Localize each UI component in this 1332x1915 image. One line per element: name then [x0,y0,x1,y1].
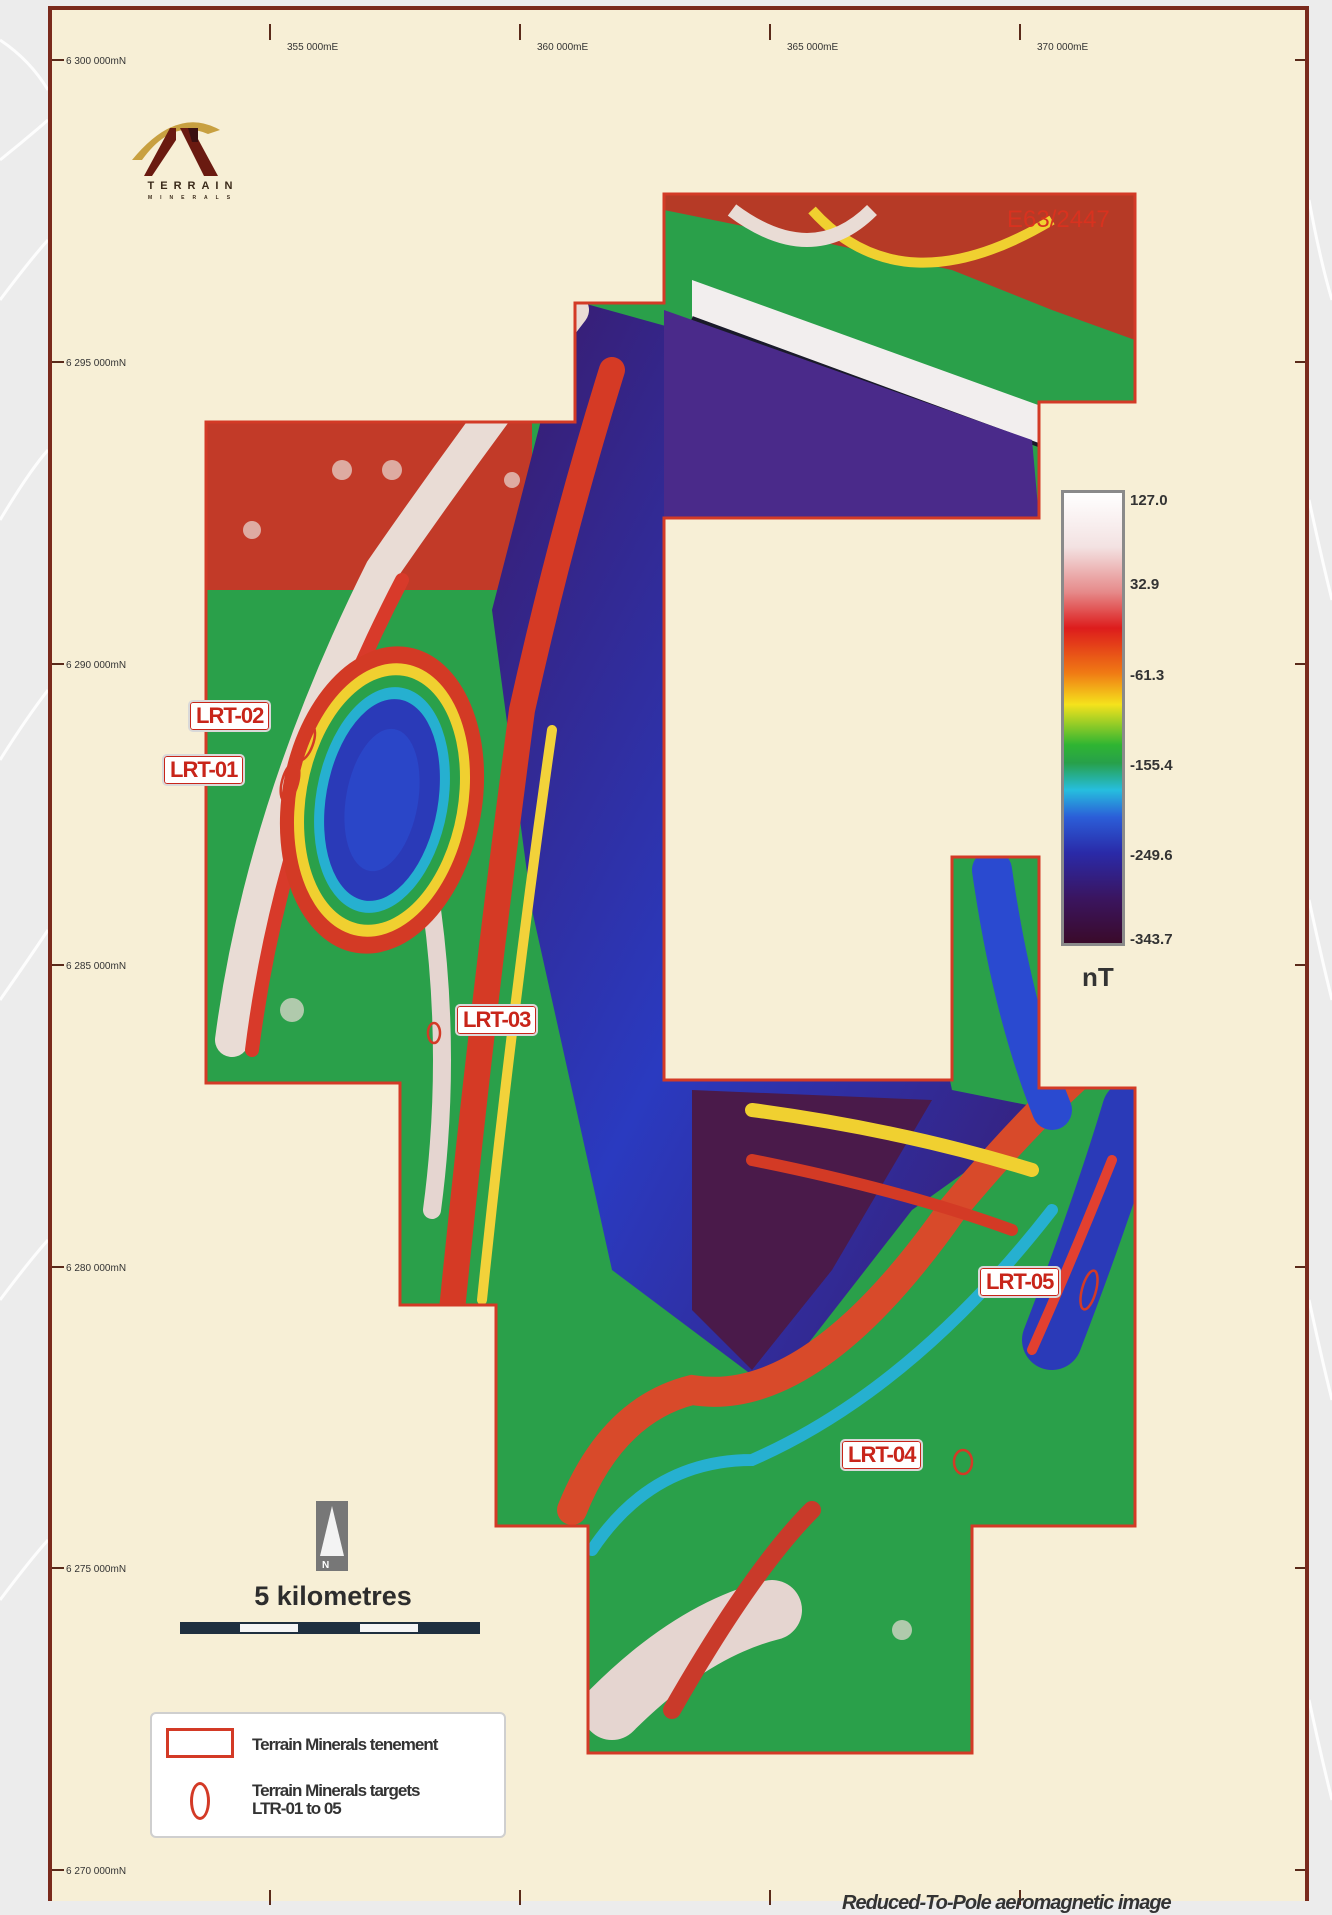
scale-label: 5 kilometres [254,1581,412,1611]
tenement-outline [204,192,1137,1755]
color-scale-bar [1061,490,1125,946]
color-scale-unit: nT [1082,962,1114,992]
target-oval-lrt-02[interactable] [293,724,318,763]
map-caption: Reduced-To-Pole aeromagnetic image [842,1892,1172,1914]
terrain-logo-icon [132,122,220,176]
target-oval-lrt-03[interactable] [426,1021,442,1045]
map-frame: 355 000mE 360 000mE 365 000mE 370 000mE … [48,6,1309,1914]
northing-label: 6 280 000mN [66,1263,126,1274]
target-oval-icon [190,1782,210,1820]
logo-name: TERRAIN [147,180,239,192]
target-label-lrt-05[interactable]: LRT-05 [978,1266,1062,1298]
legend-tenement-label: Terrain Minerals tenement [252,1735,438,1754]
north-arrow-icon: N [316,1501,348,1571]
target-label-lrt-02[interactable]: LRT-02 [188,700,272,732]
color-scale-tick: -155.4 [1130,757,1173,774]
target-oval-lrt-05[interactable] [1077,1269,1101,1311]
northing-label: 6 285 000mN [66,961,126,972]
logo-sub: MINERALS [147,195,239,201]
northing-label: 6 270 000mN [66,1866,126,1877]
easting-label: 360 000mE [537,42,588,53]
northing-label: 6 290 000mN [66,660,126,671]
tenement-swatch-icon [166,1728,234,1758]
legend: Terrain Minerals tenement Terrain Minera… [150,1712,506,1838]
target-label-lrt-04[interactable]: LRT-04 [840,1439,924,1471]
svg-text:N: N [322,1560,329,1571]
color-scale-tick: 32.9 [1130,576,1160,593]
legend-targets-label: Terrain Minerals targets [252,1781,420,1800]
color-scale-tick: -61.3 [1130,667,1165,684]
tenement-id-label: E63/2447 [1007,206,1110,233]
grid-ticks [52,24,1305,1905]
easting-label: 370 000mE [1037,42,1088,53]
target-label-lrt-01[interactable]: LRT-01 [162,754,246,786]
color-scale-tick: -249.6 [1130,847,1173,864]
target-label-lrt-03[interactable]: LRT-03 [455,1004,539,1036]
target-oval-lrt-04[interactable] [952,1448,974,1476]
target-oval-lrt-01[interactable] [277,761,303,804]
northing-label: 6 300 000mN [66,56,126,67]
color-scale-tick: 127.0 [1130,492,1168,509]
northing-label: 6 275 000mN [66,1564,126,1575]
easting-label: 365 000mE [787,42,838,53]
aeromagnetic-map: 355 000mE 360 000mE 365 000mE 370 000mE … [52,24,1305,1905]
color-scale-tick: -343.7 [1130,931,1173,948]
legend-targets-range: LTR-01 to 05 [252,1799,342,1818]
northing-label: 6 295 000mN [66,358,126,369]
scale-bar [180,1622,480,1634]
easting-label: 355 000mE [287,42,338,53]
